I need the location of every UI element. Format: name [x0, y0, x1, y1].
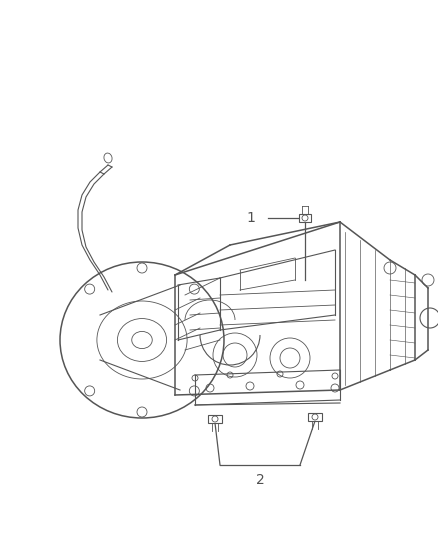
Text: 1: 1 — [246, 211, 255, 225]
FancyBboxPatch shape — [208, 415, 222, 423]
FancyBboxPatch shape — [308, 413, 322, 421]
Text: 2: 2 — [256, 473, 265, 487]
FancyBboxPatch shape — [299, 214, 311, 222]
